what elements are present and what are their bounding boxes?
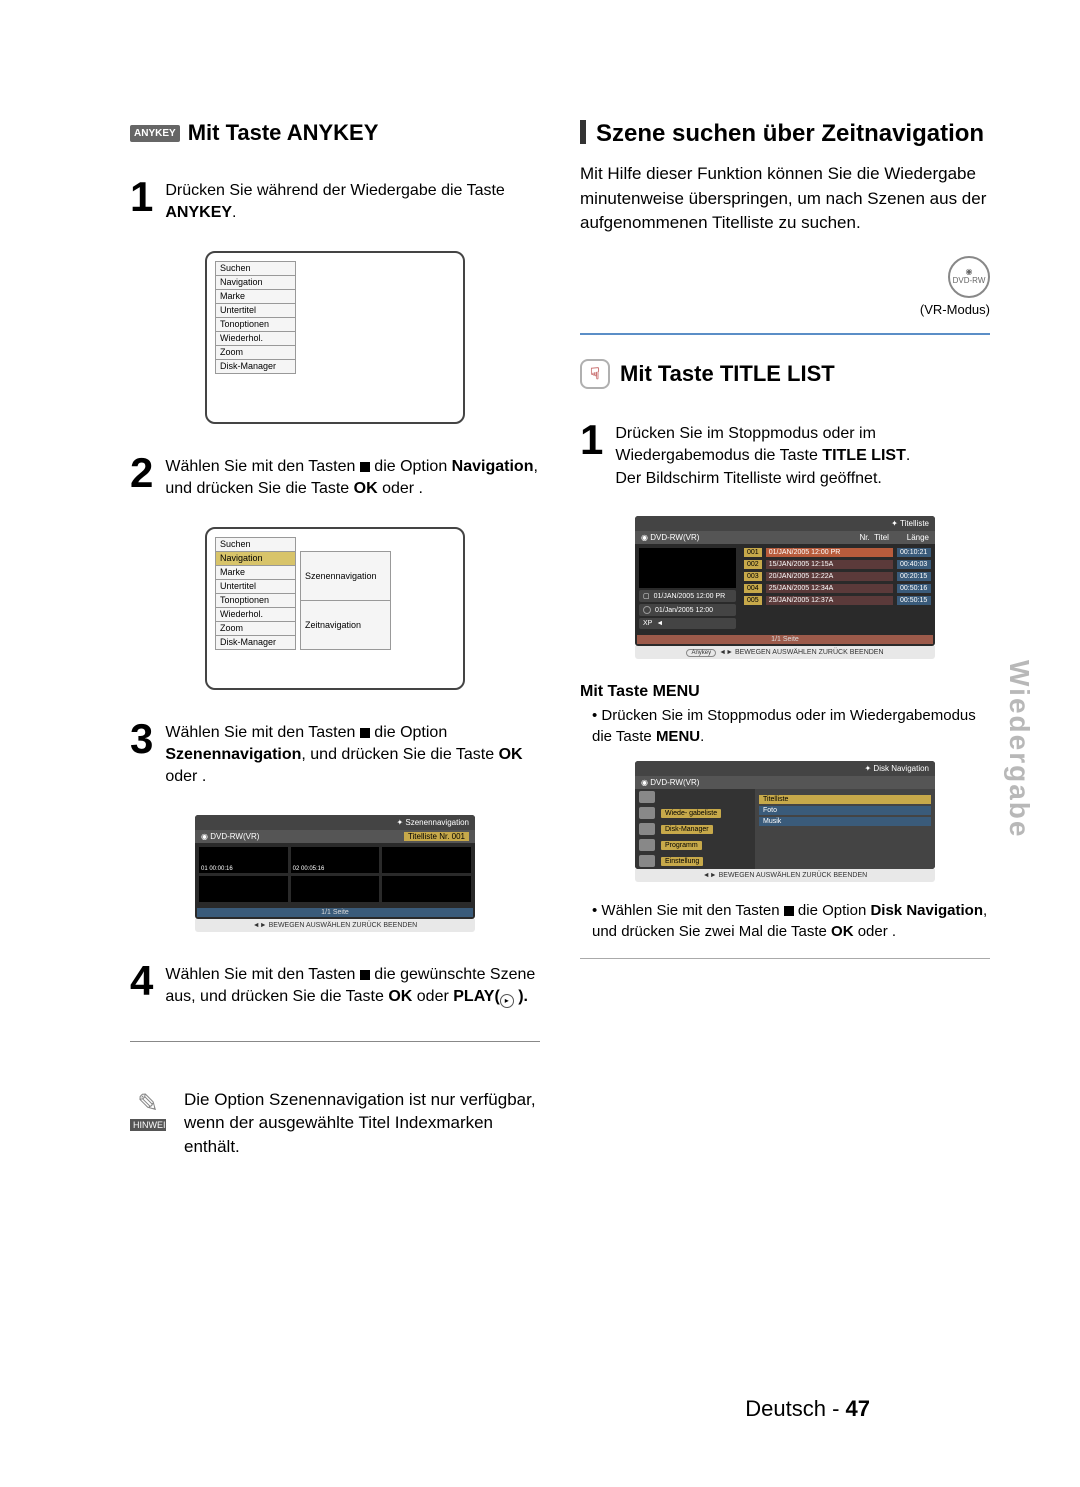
right-column: Szene suchen über Zeitnavigation Mit Hil… xyxy=(580,120,990,1427)
screenshot-menu-a: SuchenNavigationMarkeUntertitelTonoption… xyxy=(205,251,465,424)
left-column: ANYKEY Mit Taste ANYKEY 1 Drücken Sie wä… xyxy=(130,120,540,1427)
anykey-badge: ANYKEY xyxy=(130,125,180,142)
note-icon: ✎ HINWEIS xyxy=(130,1088,166,1131)
step-1: 1 Drücken Sie während der Wiedergabe die… xyxy=(130,176,540,225)
step-3-text: Wählen Sie mit den Tasten die Option Sze… xyxy=(165,718,540,789)
heading-zeitnavigation: Szene suchen über Zeitnavigation xyxy=(580,120,990,148)
heading-anykey-text: Mit Taste ANYKEY xyxy=(188,120,379,146)
arrow-icon xyxy=(784,906,794,916)
blue-divider xyxy=(580,333,990,335)
arrow-icon xyxy=(360,462,370,472)
side-tab-wiedergabe: Wiedergabe xyxy=(1003,660,1035,838)
heading-title-list: ☟ Mit Taste TITLE LIST xyxy=(580,359,990,389)
screenshot-menu-b: SuchenNavigationMarkeUntertitelTonoption… xyxy=(205,527,465,690)
hinweis-note: ✎ HINWEIS Die Option Szenennavigation is… xyxy=(130,1088,540,1159)
right-step-1-number: 1 xyxy=(580,419,603,490)
screenshot-scene-nav: ✦ Szenennavigation ◉ DVD-RW(VR)Titellist… xyxy=(195,815,475,932)
dvd-rw-icon: ◉DVD-RW xyxy=(948,256,990,298)
step-2-text: Wählen Sie mit den Tasten die Option Nav… xyxy=(165,452,540,501)
step-4-text: Wählen Sie mit den Tasten die gewünschte… xyxy=(165,960,540,1009)
step-3: 3 Wählen Sie mit den Tasten die Option S… xyxy=(130,718,540,789)
divider xyxy=(130,1041,540,1042)
arrow-icon xyxy=(360,970,370,980)
step-1-number: 1 xyxy=(130,176,153,225)
step-4: 4 Wählen Sie mit den Tasten die gewünsch… xyxy=(130,960,540,1009)
play-icon: ▸ xyxy=(500,994,514,1008)
step-3-number: 3 xyxy=(130,718,153,789)
hand-icon: ☟ xyxy=(580,359,610,389)
note-text: Die Option Szenennavigation ist nur verf… xyxy=(184,1088,540,1159)
step-2-number: 2 xyxy=(130,452,153,501)
step-4-number: 4 xyxy=(130,960,153,1009)
bullet-disk-nav: Wählen Sie mit den Tasten die Option Dis… xyxy=(592,900,990,942)
step-2: 2 Wählen Sie mit den Tasten die Option N… xyxy=(130,452,540,501)
page-footer: Deutsch - 47 xyxy=(745,1396,870,1422)
manual-page: Wiedergabe ANYKEY Mit Taste ANYKEY 1 Drü… xyxy=(0,0,1080,1487)
right-step-1: 1 Drücken Sie im Stoppmodus oder im Wied… xyxy=(580,419,990,490)
screenshot-disk-navigation: ✦ Disk Navigation ◉ DVD-RW(VR) Wiede- ga… xyxy=(635,761,935,882)
screenshot-titelliste: ✦ Titelliste ◉ DVD-RW(VR) Nr. Titel Läng… xyxy=(635,516,935,659)
right-step-1-text: Drücken Sie im Stoppmodus oder im Wieder… xyxy=(615,419,990,490)
divider xyxy=(580,958,990,959)
bullet-menu: Drücken Sie im Stoppmodus oder im Wieder… xyxy=(592,705,990,747)
intro-text: Mit Hilfe dieser Funktion können Sie die… xyxy=(580,162,990,236)
disc-indicator: ◉DVD-RW (VR-Modus) xyxy=(580,256,990,317)
step-1-text: Drücken Sie während der Wiedergabe die T… xyxy=(165,176,540,225)
sub-heading-menu: Mit Taste MENU xyxy=(580,683,990,701)
arrow-icon xyxy=(360,728,370,738)
heading-anykey: ANYKEY Mit Taste ANYKEY xyxy=(130,120,540,146)
